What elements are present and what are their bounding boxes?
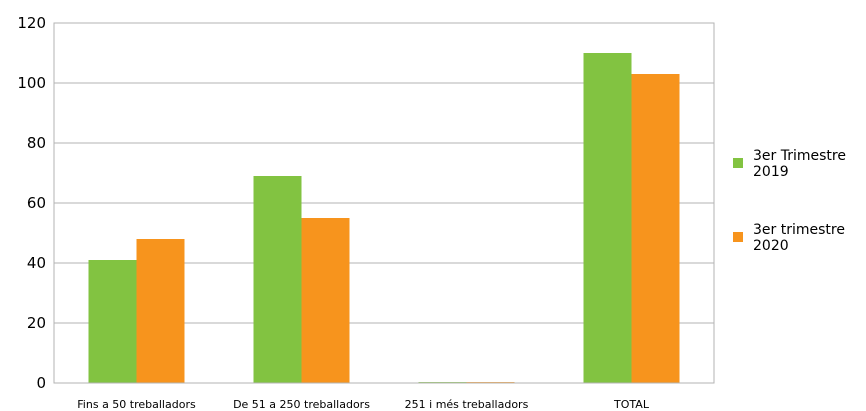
x-category-label: TOTAL [613,398,650,411]
bars [88,53,680,383]
bar-2-1 [136,239,185,383]
legend-label: 3er trimestre [753,222,845,238]
y-tick-label: 120 [17,14,46,32]
y-tick-label: 60 [27,194,46,212]
y-tick-label: 20 [27,314,46,332]
legend-swatch [733,232,743,242]
bar-2-2 [301,218,350,383]
y-tick-label: 40 [27,254,46,272]
x-category-label: Fins a 50 treballadors [77,398,196,411]
bar-1-2 [253,176,302,383]
x-axis-categories: Fins a 50 treballadors De 51 a 250 trebal… [77,398,650,411]
legend-label: 2019 [753,164,789,180]
bar-2-4 [631,74,680,383]
y-tick-label: 100 [17,74,46,92]
y-tick-label: 0 [36,374,46,392]
legend-label: 2020 [753,238,789,254]
y-axis-ticks: 0 20 40 60 80 100 120 [17,14,46,392]
x-category-label: 251 i més treballadors [405,398,529,411]
legend-swatch [733,158,743,168]
bar-1-1 [88,260,137,383]
plot-frame [53,22,715,384]
y-tick-label: 80 [27,134,46,152]
bar-1-4 [583,53,632,383]
x-category-label: De 51 a 250 treballadors [233,398,370,411]
legend-label: 3er Trimestre [753,148,846,164]
